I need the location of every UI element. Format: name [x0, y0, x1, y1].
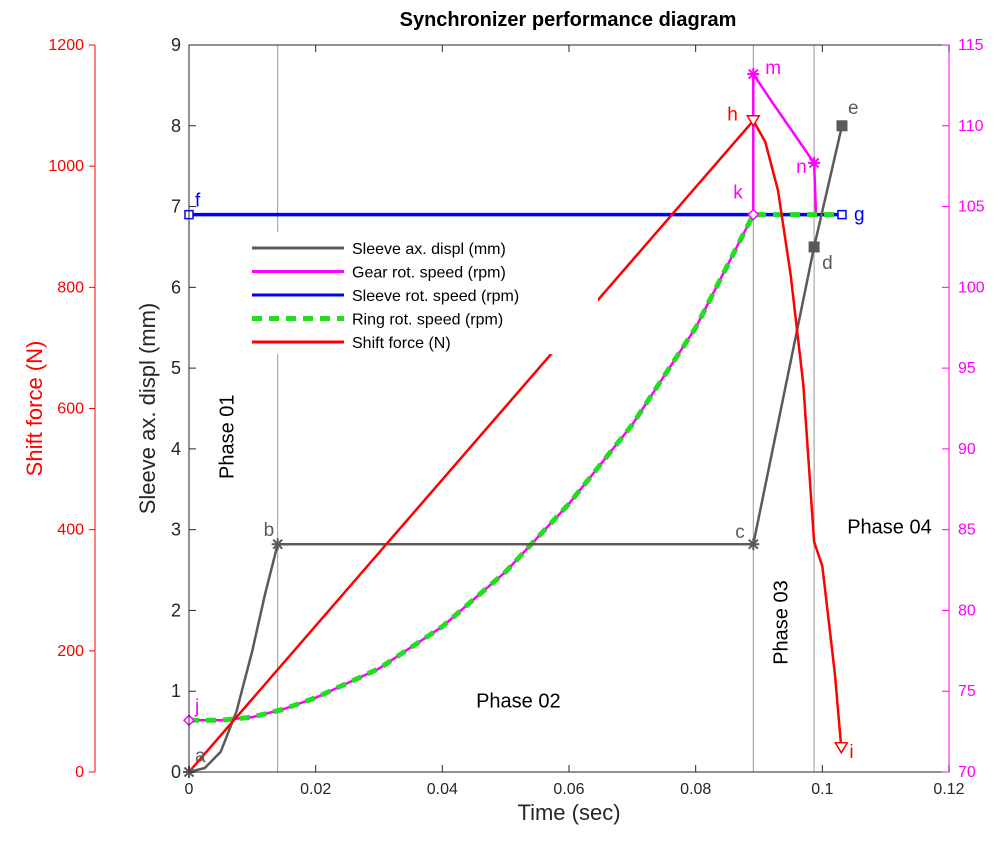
marker-m: [747, 68, 760, 81]
x-tick-label: 0.04: [427, 781, 458, 798]
legend-label-sleeve-displ: Sleeve ax. displ (mm): [352, 241, 506, 258]
marker-e: [836, 120, 848, 132]
sleeve-displ-axis-title: Sleeve ax. displ (mm): [135, 303, 160, 515]
y-left-tick-label: 6: [171, 277, 181, 297]
plot-markers: a b c d e f g h i j k m n: [182, 58, 865, 778]
phase-lines: [277, 45, 815, 772]
y-right-tick-label: 80: [958, 602, 976, 619]
point-label-k: k: [733, 183, 743, 204]
y-right-tick-label: 110: [958, 118, 984, 135]
y-left-tick-label: 9: [171, 35, 181, 55]
y-far-left-tick-label: 200: [57, 643, 84, 660]
rotation-speed-axis-ticks: 70 75 80 85 90 95 100 105 110 115: [942, 37, 985, 781]
point-label-a: a: [195, 746, 206, 767]
y-right-tick-label: 100: [958, 279, 985, 296]
chart-title: Synchronizer performance diagram: [400, 9, 737, 31]
plot-series: [188, 72, 844, 774]
y-far-left-tick-label: 600: [57, 401, 84, 418]
marker-g: [837, 209, 847, 220]
x-tick-label: 0.06: [553, 781, 584, 798]
point-label-n: n: [796, 157, 807, 178]
phase-labels: Phase 01 Phase 02 Phase 03 Phase 04: [216, 395, 931, 713]
legend-label-ring-speed: Ring rot. speed (rpm): [352, 312, 503, 329]
legend-label-gear-speed: Gear rot. speed (rpm): [352, 265, 506, 282]
x-tick-label: 0: [185, 781, 194, 798]
series-line-gear-speed: [189, 72, 818, 722]
marker-k: [747, 208, 760, 221]
point-label-f: f: [195, 191, 201, 212]
legend-label-sleeve-speed: Sleeve rot. speed (rpm): [352, 288, 519, 305]
marker-b: [271, 538, 284, 551]
y-right-tick-label: 115: [958, 37, 984, 54]
phase-label: Phase 04: [847, 517, 932, 539]
point-label-c: c: [735, 522, 745, 543]
point-label-e: e: [848, 98, 859, 119]
phase-label: Phase 02: [476, 690, 561, 712]
x-tick-label: 0.12: [933, 781, 964, 798]
x-tick-label: 0.08: [680, 781, 711, 798]
marker-d: [808, 241, 820, 253]
y-right-tick-label: 70: [958, 764, 976, 781]
y-right-tick-label: 95: [958, 360, 976, 377]
point-label-g: g: [854, 205, 865, 226]
point-label-b: b: [264, 520, 275, 541]
series-line-ring-speed: [189, 212, 842, 723]
point-label-i: i: [849, 742, 853, 763]
y-far-left-tick-label: 400: [57, 522, 84, 539]
series-line-shift-force: [188, 119, 843, 773]
point-label-d: d: [822, 253, 833, 274]
y-left-tick-label: 0: [171, 762, 181, 782]
y-far-left-tick-label: 0: [75, 764, 84, 781]
y-right-tick-label: 75: [958, 683, 976, 700]
phase-label: Phase 01: [216, 395, 238, 480]
y-left-tick-label: 7: [171, 197, 181, 217]
shift-force-axis-ticks: 0 200 400 600 800 1000 1200: [48, 37, 95, 781]
y-left-tick-label: 1: [171, 681, 181, 701]
series-line-sleeve-displ: [188, 125, 844, 774]
x-tick-label: 0.02: [300, 781, 331, 798]
marker-c: [747, 538, 760, 551]
y-far-left-tick-label: 1000: [48, 158, 84, 175]
point-label-j: j: [194, 696, 199, 717]
y-far-left-tick-label: 1200: [48, 37, 84, 54]
y-left-tick-label: 8: [171, 116, 181, 136]
y-right-tick-label: 105: [958, 199, 985, 216]
legend-box: [244, 232, 598, 354]
y-left-tick-label: 2: [171, 600, 181, 620]
y-far-left-tick-label: 800: [57, 279, 84, 296]
y-left-tick-label: 3: [171, 520, 181, 540]
sleeve-displ-axis-ticks: 0 1 2 3 4 5 6 7 8 9: [171, 35, 196, 782]
phase-label: Phase 03: [771, 580, 793, 665]
marker-h: [745, 114, 761, 128]
shift-force-axis-title: Shift force (N): [22, 341, 47, 477]
legend-items: Sleeve ax. displ (mm) Gear rot. speed (rp…: [252, 241, 519, 352]
x-axis-title: Time (sec): [517, 800, 620, 825]
marker-n: [808, 156, 821, 169]
marker-i: [834, 742, 849, 755]
point-label-m: m: [765, 58, 781, 79]
y-right-tick-label: 90: [958, 441, 976, 458]
legend: Sleeve ax. displ (mm) Gear rot. speed (rp…: [244, 232, 598, 354]
legend-label-shift-force: Shift force (N): [352, 335, 451, 352]
axes: 0 0.02 0.04 0.06 0.08 0.1 0.12 0 1 2 3 4 5 6 7 8 9 0 200…: [48, 35, 984, 798]
x-axis-ticks: 0 0.02 0.04 0.06 0.08 0.1 0.12: [185, 45, 965, 798]
point-label-h: h: [727, 105, 738, 126]
x-tick-label: 0.1: [811, 781, 833, 798]
y-right-tick-label: 85: [958, 522, 976, 539]
y-left-tick-label: 4: [171, 439, 181, 459]
y-left-tick-label: 5: [171, 358, 181, 378]
